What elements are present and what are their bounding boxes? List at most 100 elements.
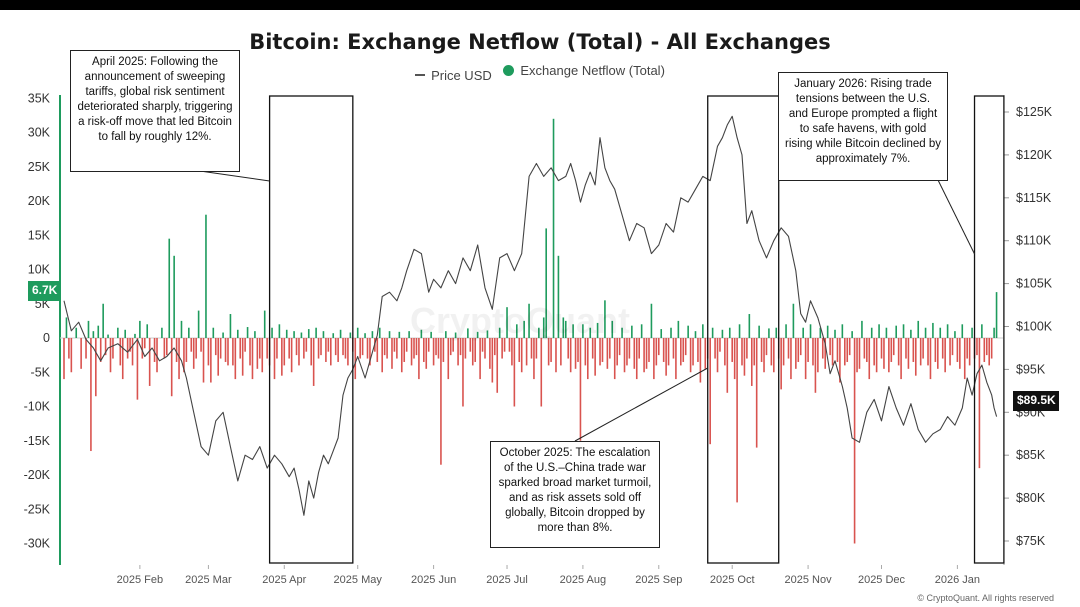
netflow-outflow-bar: [692, 338, 694, 366]
netflow-outflow-bar: [471, 338, 474, 366]
netflow-outflow-bar: [628, 338, 631, 359]
netflow-outflow-bar: [442, 338, 445, 362]
netflow-inflow-bar: [596, 322, 599, 338]
netflow-inflow-bar: [748, 314, 751, 338]
netflow-outflow-bar: [824, 338, 827, 369]
netflow-outflow-bar: [418, 338, 420, 380]
netflow-outflow-bar: [249, 338, 251, 366]
netflow-inflow-bar: [523, 320, 525, 338]
netflow-outflow-bar: [716, 338, 719, 373]
netflow-inflow-bar: [702, 324, 704, 338]
annotation-october: October 2025: The escalation of the U.S.…: [490, 441, 660, 548]
netflow-outflow-bar: [383, 338, 386, 356]
netflow-outflow-bar: [464, 338, 467, 359]
netflow-outflow-bar: [447, 338, 450, 380]
netflow-inflow-bar: [895, 325, 897, 338]
netflow-outflow-bar: [131, 338, 134, 366]
netflow-inflow-bar: [102, 303, 104, 338]
netflow-outflow-bar: [99, 338, 102, 362]
netflow-outflow-bar: [586, 338, 589, 380]
left-tick-label: -10K: [24, 400, 51, 414]
netflow-outflow-bar: [623, 338, 626, 373]
netflow-outflow-bar: [481, 338, 484, 352]
netflow-inflow-bar: [97, 325, 100, 338]
netflow-outflow-bar: [533, 338, 535, 380]
netflow-outflow-bar: [227, 338, 229, 366]
netflow-outflow-bar: [635, 338, 638, 380]
netflow-outflow-bar: [63, 338, 65, 380]
netflow-inflow-bar: [564, 320, 567, 338]
netflow-inflow-bar: [124, 329, 126, 338]
netflow-inflow-bar: [173, 255, 175, 338]
netflow-inflow-bar: [293, 331, 295, 338]
netflow-inflow-bar: [775, 327, 778, 338]
top-black-bar: [0, 0, 1080, 10]
netflow-outflow-bar: [200, 338, 202, 352]
netflow-inflow-bar: [528, 303, 530, 338]
netflow-inflow-bar: [271, 327, 273, 338]
price-line: [63, 115, 998, 516]
netflow-inflow-bar: [728, 327, 731, 338]
left-tick-label: 20K: [28, 194, 51, 208]
netflow-outflow-bar: [873, 338, 875, 366]
netflow-inflow-bar: [589, 327, 592, 338]
netflow-outflow-bar: [579, 338, 582, 441]
netflow-outflow-bar: [829, 338, 831, 356]
netflow-outflow-bar: [697, 338, 699, 362]
netflow-outflow-bar: [432, 338, 435, 366]
netflow-outflow-bar: [863, 338, 866, 359]
netflow-outflow-bar: [790, 338, 792, 380]
netflow-inflow-bar: [557, 255, 560, 338]
netflow-outflow-bar: [126, 338, 129, 359]
netflow-outflow-bar: [195, 338, 197, 359]
dot-legend-icon: [503, 65, 515, 76]
netflow-outflow-bar: [976, 338, 978, 356]
netflow-outflow-bar: [645, 338, 648, 369]
netflow-inflow-bar: [92, 331, 95, 338]
netflow-inflow-bar: [315, 327, 317, 338]
netflow-outflow-bar: [273, 338, 276, 380]
netflow-inflow-bar: [356, 327, 359, 338]
netflow-outflow-bar: [733, 338, 736, 380]
netflow-outflow-bar: [493, 338, 496, 356]
netflow-outflow-bar: [449, 338, 452, 356]
netflow-inflow-bar: [506, 307, 508, 338]
netflow-outflow-bar: [959, 338, 961, 369]
netflow-inflow-bar: [236, 329, 239, 338]
netflow-outflow-bar: [518, 338, 521, 362]
netflow-outflow-bar: [317, 338, 320, 359]
netflow-inflow-bar: [621, 327, 623, 338]
netflow-outflow-bar: [795, 338, 797, 369]
left-tick-label: 0: [43, 331, 50, 345]
netflow-inflow-bar: [307, 329, 310, 338]
netflow-outflow-bar: [175, 338, 178, 362]
chart-title: Bitcoin: Exchange Netflow (Total) - All …: [249, 30, 831, 54]
netflow-outflow-bar: [584, 338, 587, 366]
netflow-outflow-bar: [381, 338, 383, 373]
netflow-outflow-bar: [501, 338, 503, 359]
netflow-outflow-bar: [396, 338, 398, 359]
netflow-inflow-bar: [498, 327, 501, 338]
legend-netflow[interactable]: Exchange Netflow (Total): [503, 63, 665, 78]
netflow-outflow-bar: [937, 338, 939, 369]
netflow-outflow-bar: [741, 338, 743, 366]
legend-price[interactable]: Price USD: [415, 68, 492, 83]
netflow-outflow-bar: [148, 338, 151, 386]
netflow-outflow-bar: [112, 338, 114, 359]
netflow-outflow-bar: [817, 338, 819, 373]
netflow-outflow-bar: [423, 338, 425, 362]
netflow-outflow-bar: [496, 338, 499, 393]
netflow-inflow-bar: [917, 320, 920, 338]
netflow-outflow-bar: [192, 338, 195, 369]
netflow-outflow-bar: [858, 338, 861, 369]
netflow-outflow-bar: [256, 338, 259, 369]
netflow-outflow-bar: [403, 338, 406, 362]
netflow-outflow-bar: [325, 338, 327, 362]
netflow-outflow-bar: [866, 338, 868, 362]
netflow-outflow-bar: [369, 338, 371, 366]
netflow-outflow-bar: [129, 338, 131, 352]
netflow-outflow-bar: [765, 338, 768, 356]
netflow-outflow-bar: [978, 338, 981, 469]
netflow-outflow-bar: [95, 338, 97, 397]
x-tick-label: 2025 Jun: [411, 574, 456, 586]
